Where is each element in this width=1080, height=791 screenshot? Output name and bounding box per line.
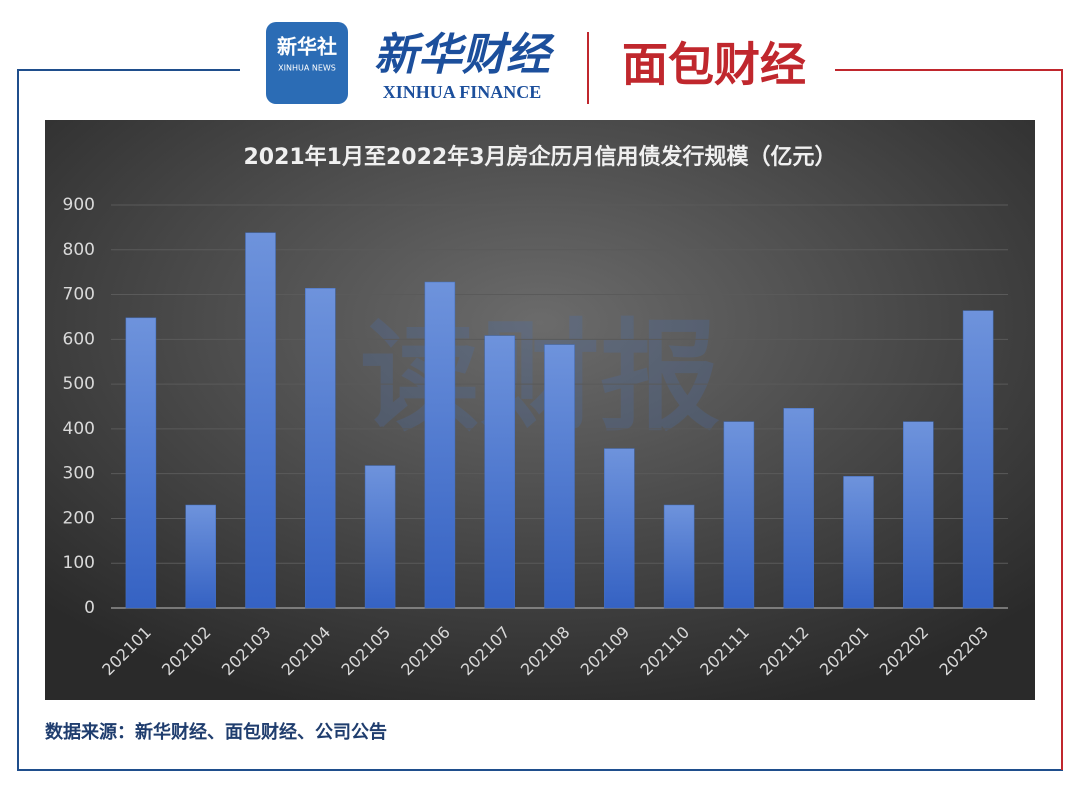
- bar: [843, 476, 874, 609]
- bar: [544, 344, 575, 609]
- y-tick-label: 100: [63, 553, 95, 573]
- y-tick-label: 900: [63, 195, 95, 215]
- bar: [185, 504, 216, 609]
- bar: [783, 408, 814, 609]
- y-tick-label: 300: [63, 464, 95, 484]
- bar: [604, 448, 635, 609]
- bar: [245, 232, 276, 609]
- chart-title: 2021年1月至2022年3月房企历月信用债发行规模（亿元）: [243, 144, 836, 170]
- y-tick-label: 800: [63, 240, 95, 260]
- bar: [364, 465, 396, 609]
- bar: [723, 421, 755, 609]
- bar: [903, 421, 934, 609]
- y-tick-label: 600: [63, 329, 95, 349]
- frame-red: [835, 69, 1063, 770]
- y-tick-label: 400: [63, 419, 95, 439]
- xinhua-logo-en: XINHUA NEWS: [278, 64, 336, 73]
- finance-logo: 新华财经: [374, 30, 555, 81]
- xinhua-icon: [266, 22, 348, 104]
- watermark: 读财报: [360, 309, 720, 448]
- bar: [962, 310, 994, 609]
- y-tick-label: 0: [84, 598, 95, 618]
- bar: [424, 281, 456, 609]
- bar: [125, 317, 157, 609]
- bar: [305, 288, 336, 609]
- y-tick-label: 500: [63, 374, 95, 394]
- y-tick-label: 200: [63, 508, 95, 528]
- bar: [663, 504, 695, 609]
- source-note: 数据来源：新华财经、面包财经、公司公告: [45, 721, 387, 743]
- mianbao-logo: 面包财经: [622, 38, 806, 92]
- y-tick-label: 700: [63, 285, 95, 305]
- finance-logo-en: XINHUA FINANCE: [383, 82, 542, 102]
- xinhua-logo: 新华社: [277, 35, 337, 59]
- bar: [484, 335, 515, 609]
